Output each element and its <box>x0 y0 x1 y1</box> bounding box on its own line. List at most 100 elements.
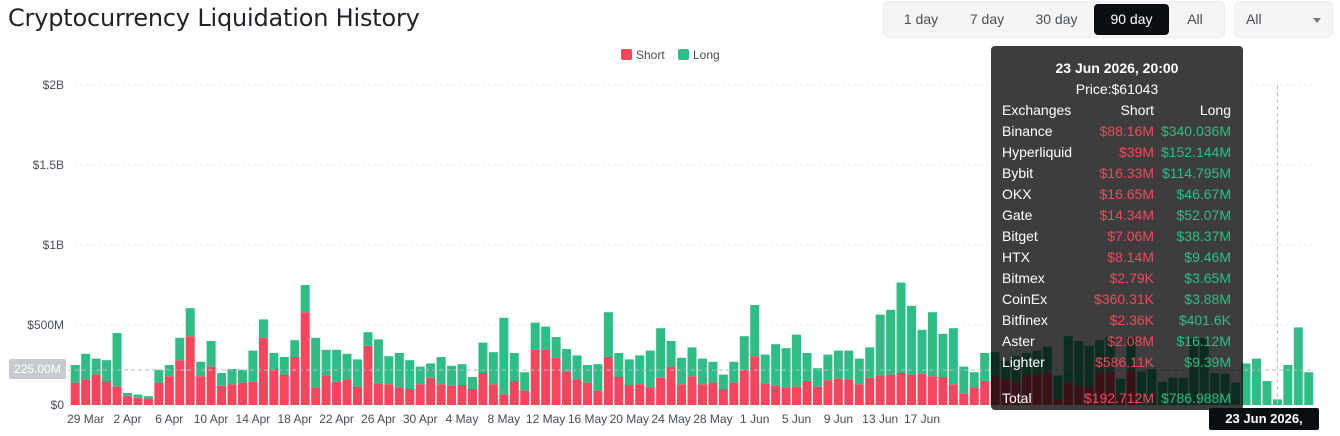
bar-short <box>697 384 707 405</box>
bar-long <box>457 364 467 385</box>
bar-long <box>1241 363 1251 405</box>
x-tick-label: 30 Apr <box>403 412 438 426</box>
bar-short <box>164 376 174 405</box>
tooltip-row: Bybit $16.33M $114.795M <box>1002 165 1231 185</box>
bar-short <box>185 336 195 405</box>
bar-short <box>447 385 457 405</box>
tooltip-total-label: Total <box>1002 390 1032 406</box>
tab-1-day[interactable]: 1 day <box>903 11 939 27</box>
bar-short <box>541 349 551 405</box>
bar-short <box>927 376 937 405</box>
tooltip-short-value: $2.79K <box>1109 270 1154 286</box>
tooltip-row: OKX $16.65M $46.67M <box>1002 186 1231 206</box>
bar-short <box>969 387 979 405</box>
bar-long <box>70 365 80 383</box>
bar-short <box>708 382 718 405</box>
tooltip-exchange-name: Aster <box>1002 333 1035 349</box>
bar-long <box>969 372 979 388</box>
y-tick-label: $0 <box>51 398 65 412</box>
tooltip-row: Aster $2.08M $16.12M <box>1002 333 1231 353</box>
bar-short <box>175 360 185 405</box>
tooltip-short-value: $16.65M <box>1099 186 1154 202</box>
bar-long <box>739 336 749 370</box>
bar-short <box>227 384 237 405</box>
bar-long <box>269 353 279 369</box>
x-tick-label: 12 May <box>526 412 565 426</box>
exchange-filter-select[interactable]: All <box>1234 1 1333 38</box>
bar-short <box>875 375 885 405</box>
y-tick-label: $2B <box>43 78 64 92</box>
tooltip-exchange-name: CoinEx <box>1002 291 1048 307</box>
bar-long <box>708 361 718 383</box>
bar-short <box>321 375 331 405</box>
bar-long <box>1252 358 1261 405</box>
tooltip-exchange-name: Hyperliquid <box>1002 144 1073 160</box>
bar-short <box>363 345 373 405</box>
tooltip-short-value: $2.36K <box>1109 312 1154 328</box>
tooltip-short-value: $88.16M <box>1099 123 1154 139</box>
page-title: Cryptocurrency Liquidation History <box>8 4 420 32</box>
bar-long <box>509 353 519 381</box>
bar-long <box>237 369 247 383</box>
bar-short <box>279 374 289 405</box>
bar-long <box>781 348 791 388</box>
x-tick-label: 10 Apr <box>194 412 229 426</box>
tooltip-exchange-name: Gate <box>1002 207 1033 223</box>
bar-short <box>206 366 216 405</box>
tooltip-price: Price:$61043 <box>1075 81 1159 97</box>
x-tick-label: 28 May <box>693 412 732 426</box>
bar-short <box>729 382 739 405</box>
bar-long <box>635 355 645 385</box>
bar-short <box>865 377 875 405</box>
bar-long <box>593 364 603 391</box>
bar-short <box>959 393 969 405</box>
legend-swatch-long <box>678 49 689 60</box>
x-tick-label: 22 Apr <box>319 412 354 426</box>
bar-long <box>729 361 739 383</box>
x-tick-label: 1 Jun <box>740 412 769 426</box>
tab-7-day[interactable]: 7 day <box>969 11 1005 27</box>
bar-long <box>405 360 415 389</box>
bar-long <box>143 396 153 399</box>
bar-long <box>123 393 132 397</box>
bar-long <box>1262 381 1272 405</box>
bar-short <box>478 373 488 405</box>
tab-90-day[interactable]: 90 day <box>1094 4 1169 35</box>
tooltip-header-short: Short <box>1120 102 1154 118</box>
tab-all[interactable]: All <box>1187 11 1203 27</box>
tooltip-row: Bitget $7.06M $38.37M <box>1002 228 1231 248</box>
tooltip-exchange-name: Bitfinex <box>1002 312 1048 328</box>
tooltip-exchange-name: Lighter <box>1002 354 1045 370</box>
bar-long <box>551 337 561 358</box>
bar-long <box>917 329 927 374</box>
y-tick-label: $500M <box>27 318 64 332</box>
bar-long <box>896 282 906 373</box>
y-tick-label: $1.5B <box>33 158 64 172</box>
bar-short <box>154 382 164 405</box>
bar-short <box>802 381 812 405</box>
bar-long <box>154 369 164 383</box>
tab-30-day[interactable]: 30 day <box>1035 11 1078 27</box>
bar-short <box>781 387 791 405</box>
bar-long <box>865 347 875 378</box>
bar-long <box>771 344 781 386</box>
bar-long <box>467 377 477 389</box>
bar-short <box>750 356 760 405</box>
bar-short <box>332 381 342 405</box>
bar-long <box>279 357 289 375</box>
bar-long <box>582 365 592 383</box>
bar-long <box>886 309 896 375</box>
tooltip-long-value: $16.12M <box>1176 333 1231 349</box>
tooltip-short-value: $360.31K <box>1094 291 1154 307</box>
x-tick-label: 17 Jun <box>904 412 940 426</box>
bar-long <box>321 349 331 376</box>
bar-long <box>530 322 540 350</box>
bar-long <box>175 337 185 361</box>
bar-short <box>593 390 603 405</box>
bar-long <box>792 334 802 387</box>
bar-short <box>530 349 540 405</box>
bar-long <box>833 350 843 379</box>
bar-short <box>196 376 206 405</box>
bar-long <box>541 326 551 350</box>
bar-long <box>1283 365 1293 405</box>
